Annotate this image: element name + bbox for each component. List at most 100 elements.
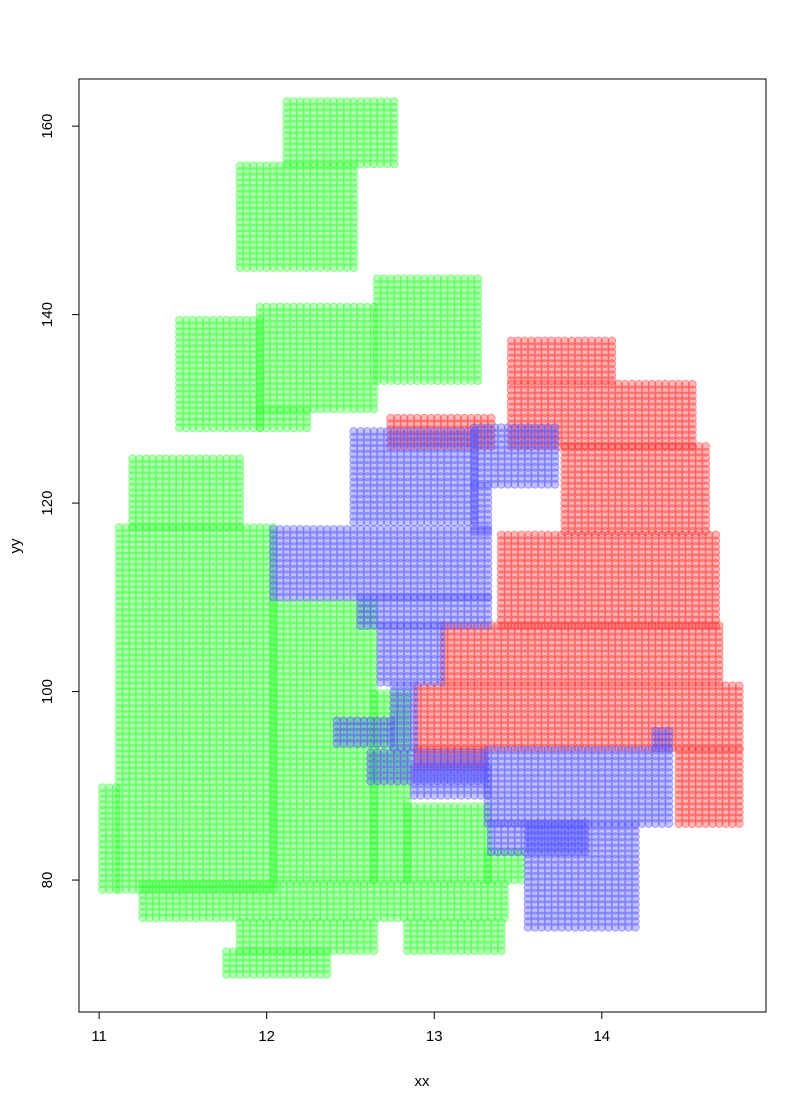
data-point	[369, 119, 379, 129]
data-point	[302, 178, 312, 188]
data-point	[329, 97, 339, 107]
data-point	[342, 251, 352, 261]
data-point	[473, 274, 483, 284]
data-point	[389, 97, 399, 107]
data-point	[356, 114, 365, 124]
data-point	[242, 223, 252, 233]
data-point	[335, 263, 345, 272]
data-point	[329, 148, 339, 157]
data-point	[309, 183, 319, 193]
data-point	[289, 200, 298, 210]
data-point	[342, 212, 352, 222]
data-point	[248, 240, 258, 250]
data-point	[282, 263, 292, 272]
data-point	[255, 240, 265, 250]
data-point	[302, 195, 312, 205]
data-point	[268, 172, 278, 182]
data-point	[349, 178, 359, 188]
data-point	[376, 131, 386, 140]
data-point	[111, 783, 121, 793]
data-point	[309, 153, 319, 163]
data-point	[322, 189, 332, 199]
data-point	[268, 189, 278, 199]
data-point	[335, 153, 345, 163]
data-point	[342, 172, 352, 182]
data-point	[289, 159, 298, 169]
data-point	[235, 183, 245, 193]
data-point	[295, 102, 305, 112]
data-point	[268, 229, 278, 239]
data-point	[309, 108, 319, 118]
data-point	[362, 159, 372, 169]
data-point	[255, 189, 265, 199]
data-point	[295, 172, 305, 182]
data-point	[309, 125, 319, 135]
series-0	[98, 97, 526, 979]
data-point	[242, 200, 252, 210]
data-point	[255, 223, 265, 233]
data-point	[268, 263, 278, 272]
data-point	[356, 136, 365, 146]
data-point	[315, 229, 325, 239]
data-point	[322, 97, 332, 107]
data-point	[268, 195, 278, 205]
data-point	[382, 114, 392, 124]
data-point	[329, 159, 339, 169]
data-point	[235, 195, 245, 205]
data-point	[302, 172, 312, 182]
data-point	[342, 136, 352, 146]
data-point	[349, 263, 359, 272]
data-point	[275, 246, 285, 255]
data-point	[255, 315, 265, 325]
data-point	[289, 195, 298, 205]
data-point	[315, 119, 325, 129]
data-point	[322, 257, 332, 267]
data-point	[309, 189, 319, 199]
data-point	[302, 108, 312, 118]
data-point	[342, 217, 352, 227]
data-point	[242, 178, 252, 188]
data-point	[322, 114, 332, 124]
data-point	[268, 183, 278, 193]
data-point	[356, 102, 365, 112]
data-point	[389, 108, 399, 118]
data-point	[255, 212, 265, 222]
data-point	[349, 159, 359, 169]
data-point	[309, 246, 319, 255]
data-point	[329, 246, 339, 255]
data-point	[389, 102, 399, 112]
data-point	[315, 131, 325, 140]
data-point	[275, 263, 285, 272]
data-point	[335, 172, 345, 182]
data-point	[282, 183, 292, 193]
data-point	[349, 97, 359, 107]
data-point	[335, 131, 345, 140]
data-point	[329, 114, 339, 124]
data-point	[282, 131, 292, 140]
data-point	[248, 172, 258, 182]
data-point	[329, 229, 339, 239]
data-point	[302, 251, 312, 261]
data-point	[322, 102, 332, 112]
data-point	[309, 240, 319, 250]
data-point	[242, 172, 252, 182]
data-point	[235, 251, 245, 261]
data-point	[376, 148, 386, 157]
data-point	[268, 178, 278, 188]
data-point	[309, 142, 319, 152]
data-point	[262, 257, 272, 267]
data-point	[295, 195, 305, 205]
data-point	[295, 131, 305, 140]
data-point	[289, 234, 298, 244]
data-point	[315, 240, 325, 250]
data-point	[289, 229, 298, 239]
data-point	[356, 142, 365, 152]
data-point	[309, 119, 319, 129]
data-point	[289, 114, 298, 124]
data-point	[362, 97, 372, 107]
data-point	[275, 195, 285, 205]
data-point	[342, 153, 352, 163]
data-point	[262, 178, 272, 188]
data-point	[295, 263, 305, 272]
data-point	[289, 142, 298, 152]
